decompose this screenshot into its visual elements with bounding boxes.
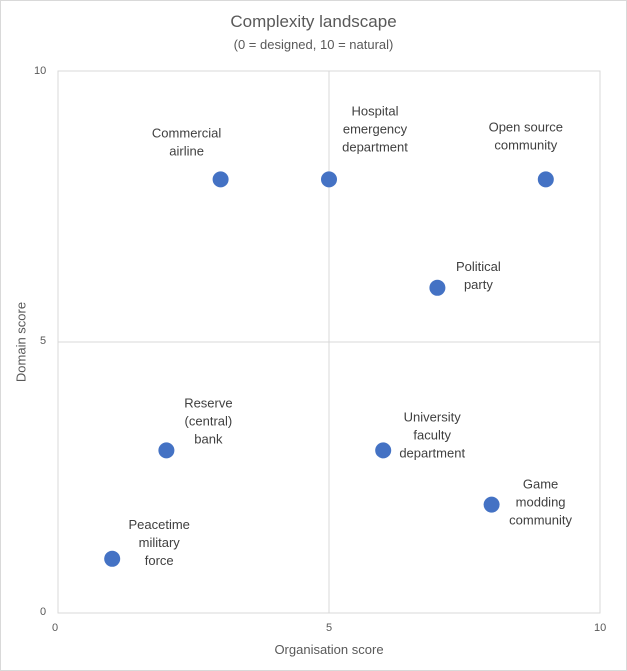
data-label-7: Game modding community xyxy=(509,477,572,528)
data-point-3 xyxy=(537,171,554,188)
data-point-5 xyxy=(158,442,175,459)
y-tick-label-10: 10 xyxy=(34,65,47,77)
data-point-6 xyxy=(375,442,392,459)
x-tick-label-5: 5 xyxy=(326,622,333,634)
chart-subtitle: (0 = designed, 10 = natural) xyxy=(233,37,394,52)
data-point-8 xyxy=(104,550,121,567)
y-tick-label-0: 0 xyxy=(40,606,47,618)
data-label-5: Reserve (central) bank xyxy=(184,395,232,446)
data-label-6: University faculty department xyxy=(399,409,465,460)
data-point-1 xyxy=(212,171,229,188)
y-tick-label-5: 5 xyxy=(40,335,47,347)
chart-title: Complexity landscape xyxy=(230,12,397,31)
x-tick-label-10: 10 xyxy=(594,622,607,634)
data-point-2 xyxy=(321,171,337,188)
data-label-3: Open source community xyxy=(489,119,563,152)
data-label-2: Hospital emergency department xyxy=(342,103,408,154)
data-point-7 xyxy=(483,496,500,513)
y-axis-title: Domain score xyxy=(13,301,29,383)
data-point-4 xyxy=(429,279,446,296)
x-tick-label-0: 0 xyxy=(52,622,59,634)
data-label-8: Peacetime military force xyxy=(128,517,189,568)
x-axis-title: Organisation score xyxy=(274,642,384,657)
data-label-4: Political party xyxy=(456,259,501,292)
data-label-1: Commercial airline xyxy=(152,125,221,158)
